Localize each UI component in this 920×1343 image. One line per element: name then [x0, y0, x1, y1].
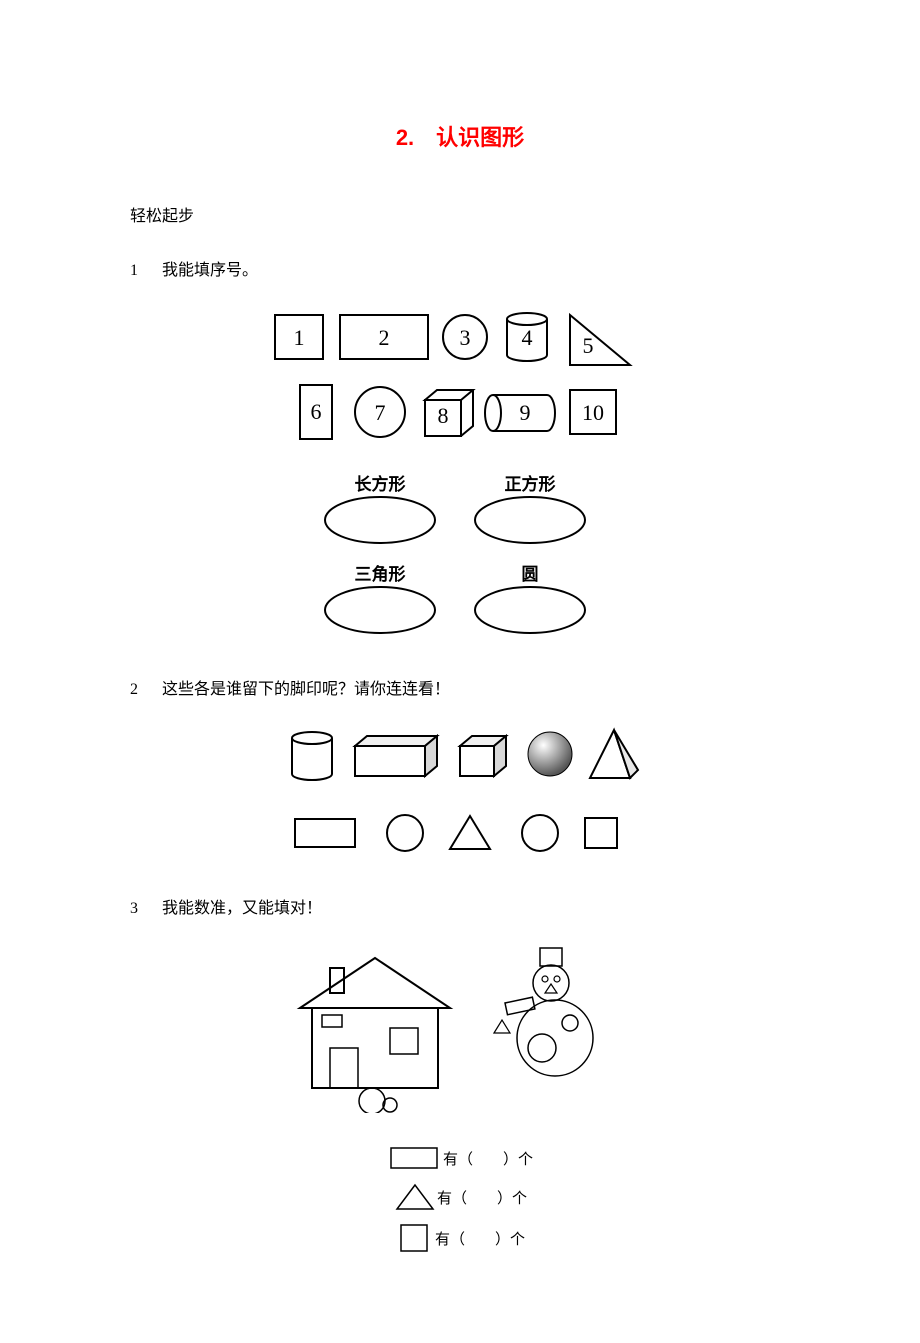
shape-label: 正方形 — [505, 474, 556, 494]
shape-num: 4 — [522, 325, 533, 350]
rect-icon — [387, 1143, 443, 1173]
shape-num: 5 — [583, 333, 594, 358]
page: 2. 认识图形 轻松起步 1 我能填序号。 1 2 3 4 — [0, 0, 920, 1343]
shape-num: 3 — [460, 325, 471, 350]
shape-num: 6 — [311, 399, 322, 424]
shape-label: 长方形 — [355, 474, 406, 494]
q2-figure — [130, 724, 790, 864]
q1-line: 1 我能填序号。 — [130, 256, 790, 280]
shape-num: 9 — [520, 400, 531, 425]
section-subtitle: 轻松起步 — [130, 202, 790, 226]
shape-label: 圆 — [522, 565, 539, 584]
answer-text: 有（ ）个 — [435, 1228, 525, 1249]
shape-num: 10 — [582, 400, 604, 425]
q2-num: 2 — [130, 681, 158, 699]
q3-line: 3 我能数准，又能填对！ — [130, 894, 790, 918]
answer-text: 有（ ）个 — [437, 1187, 527, 1208]
q2-text: 这些各是谁留下的脚印呢？请你连连看！ — [162, 681, 450, 698]
q1-text: 我能填序号。 — [162, 262, 258, 279]
q3-answer-rect: 有（ ）个 — [130, 1143, 790, 1173]
q1-num: 1 — [130, 262, 158, 280]
square-icon — [395, 1221, 435, 1255]
q3-num: 3 — [130, 900, 158, 918]
page-title: 2. 认识图形 — [130, 120, 790, 152]
shape-label: 三角形 — [355, 564, 406, 584]
q3-text: 我能数准，又能填对！ — [162, 900, 322, 917]
shape-num: 1 — [294, 325, 305, 350]
answer-text: 有（ ）个 — [443, 1148, 533, 1169]
shape-num: 8 — [438, 403, 449, 428]
shape-num: 7 — [375, 400, 386, 425]
q2-line: 2 这些各是谁留下的脚印呢？请你连连看！ — [130, 675, 790, 699]
q3-answer-triangle: 有（ ）个 — [130, 1181, 790, 1213]
shape-num: 2 — [379, 325, 390, 350]
triangle-icon — [393, 1181, 437, 1213]
q3-figure — [130, 943, 790, 1113]
q1-figure: 1 2 3 4 5 6 7 — [130, 305, 790, 645]
q3-answer-square: 有（ ）个 — [130, 1221, 790, 1255]
